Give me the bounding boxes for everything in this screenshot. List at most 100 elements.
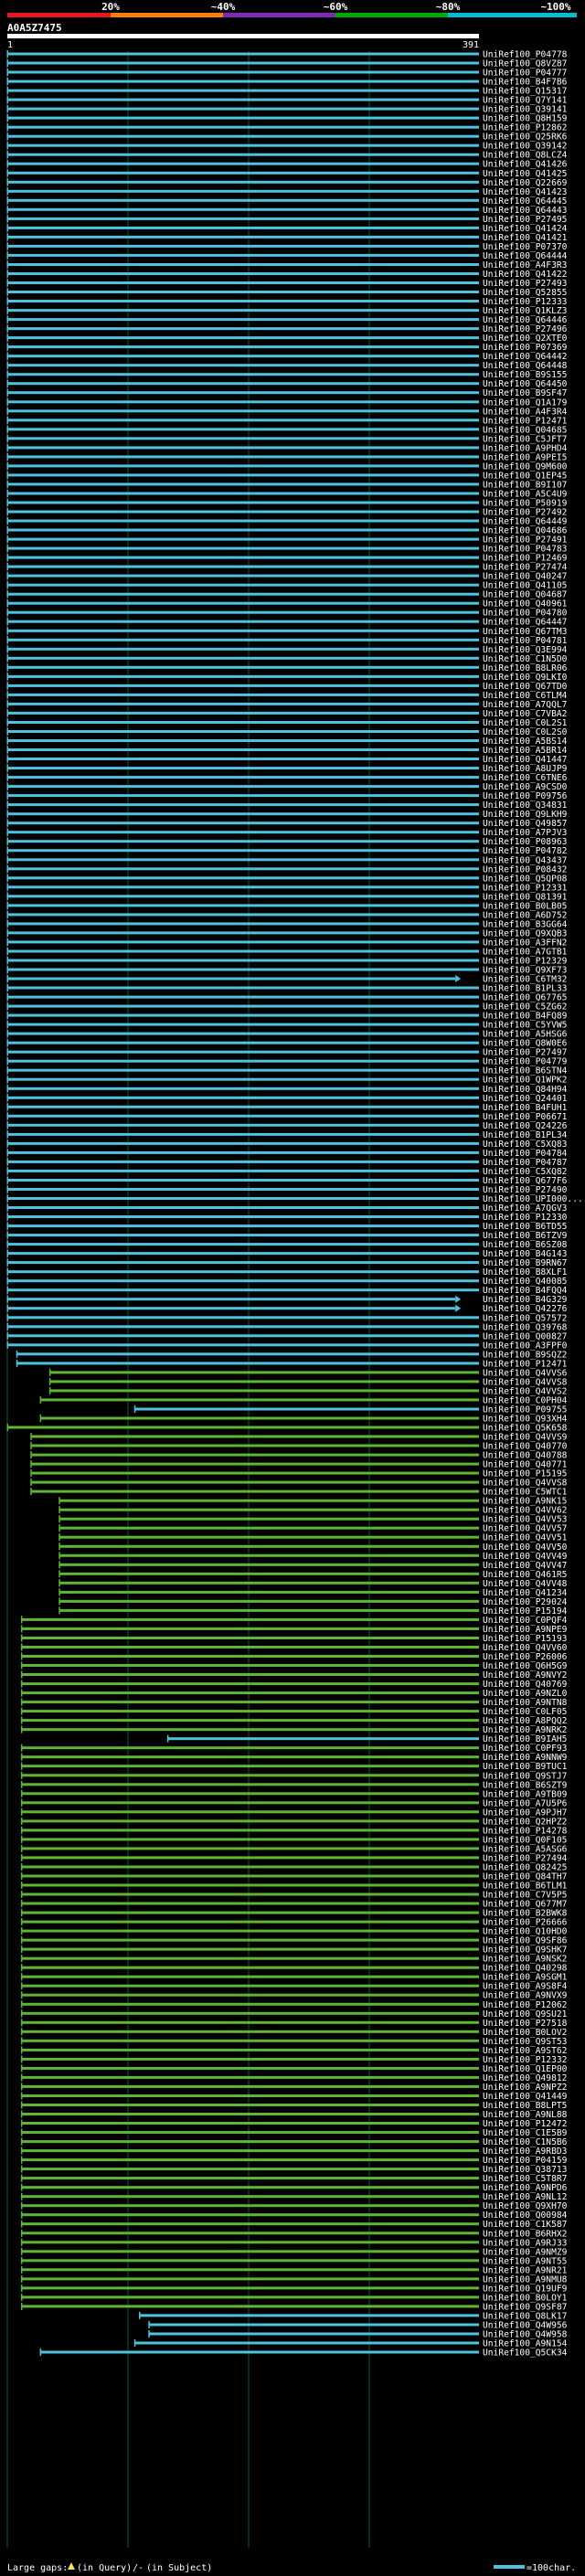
hit-label[interactable]: UniRef100_B4G143 xyxy=(483,1249,568,1259)
hit-bar[interactable] xyxy=(7,739,479,742)
hit-label[interactable]: UniRef100_Q9XQB3 xyxy=(483,928,568,938)
hit-row[interactable]: UniRef100_A9NVY2 xyxy=(21,1670,567,1680)
hit-bar[interactable] xyxy=(21,1911,480,1914)
hit-bar[interactable] xyxy=(7,1206,479,1209)
hit-row[interactable]: UniRef100_P06671 xyxy=(6,1112,568,1122)
hit-bar[interactable] xyxy=(7,1141,479,1145)
hit-label[interactable]: UniRef100_A7QGV3 xyxy=(483,1203,568,1214)
hit-label[interactable]: UniRef100_Q40085 xyxy=(483,1277,567,1287)
hit-label[interactable]: UniRef100_Q40298 xyxy=(483,1964,568,1974)
hit-label[interactable]: UniRef100_P14278 xyxy=(483,1826,568,1836)
hit-label[interactable]: UniRef100_A9NL12 xyxy=(483,2192,567,2202)
hit-row[interactable]: UniRef100_P27495 xyxy=(6,215,568,225)
hit-bar[interactable] xyxy=(58,1535,480,1539)
hit-row[interactable]: UniRef100_C0PH04 xyxy=(39,1395,568,1405)
hit-bar[interactable] xyxy=(21,2204,480,2208)
hit-bar[interactable] xyxy=(21,1865,480,1869)
hit-label[interactable]: UniRef100_Q24226 xyxy=(483,1121,568,1131)
hit-row[interactable]: UniRef100_Q1EP00 xyxy=(21,2064,568,2074)
hit-bar[interactable] xyxy=(7,1188,479,1191)
hit-row[interactable]: UniRef100_Q4VVS9 xyxy=(30,1433,568,1443)
hit-label[interactable]: UniRef100_P12062 xyxy=(483,2000,567,2010)
hit-label[interactable]: UniRef100_B6SZ08 xyxy=(483,1240,568,1250)
hit-label[interactable]: UniRef100_B0LOV2 xyxy=(483,2028,567,2038)
hit-row[interactable]: UniRef100_C6TNE6 xyxy=(6,773,568,783)
hit-bar[interactable] xyxy=(21,1627,480,1630)
hit-label[interactable]: UniRef100_Q4VVS6 xyxy=(483,1368,568,1378)
hit-bar[interactable] xyxy=(7,684,479,687)
hit-bar[interactable] xyxy=(21,2295,480,2299)
hit-row[interactable]: UniRef100_C1N5D0 xyxy=(6,654,568,664)
hit-label[interactable]: UniRef100_B9IAH5 xyxy=(483,1734,567,1744)
hit-row[interactable]: UniRef100_Q39768 xyxy=(6,1322,568,1332)
hit-label[interactable]: UniRef100_Q64444 xyxy=(483,251,568,261)
hit-bar[interactable] xyxy=(148,2323,480,2327)
hit-label[interactable]: UniRef100_B8XLF1 xyxy=(483,1267,568,1277)
hit-label[interactable]: UniRef100_Q5K658 xyxy=(483,1424,568,1434)
hit-label[interactable]: UniRef100_Q1EP45 xyxy=(483,471,567,481)
hit-label[interactable]: UniRef100_Q6H5G9 xyxy=(483,1661,568,1671)
hit-label[interactable]: UniRef100_A9NSK2 xyxy=(483,1955,567,1965)
hit-label[interactable]: UniRef100_Q4VV60 xyxy=(483,1643,568,1653)
hit-label[interactable]: UniRef100_P04781 xyxy=(483,636,568,646)
hit-bar[interactable] xyxy=(7,1243,479,1246)
hit-row[interactable]: UniRef100_A9NPD6 xyxy=(21,2183,568,2193)
hit-row[interactable]: UniRef100_Q24226 xyxy=(6,1121,568,1131)
hit-row[interactable]: UniRef100_Q4W958 xyxy=(148,2330,568,2340)
hit-bar[interactable] xyxy=(7,1169,479,1172)
hit-bar[interactable] xyxy=(7,217,479,220)
hit-label[interactable]: UniRef100_Q5QP08 xyxy=(483,874,568,884)
hit-row[interactable]: UniRef100_Q8W0E6 xyxy=(6,1039,568,1049)
hit-bar[interactable] xyxy=(7,207,479,211)
hit-row[interactable]: UniRef100_B6TLM1 xyxy=(21,1882,568,1892)
hit-row[interactable]: UniRef100_C5WTC1 xyxy=(30,1488,568,1498)
hit-bar[interactable] xyxy=(21,1856,480,1860)
hit-label[interactable]: UniRef100_A9PHD4 xyxy=(483,443,568,453)
hit-label[interactable]: UniRef100_Q39768 xyxy=(483,1322,568,1332)
hit-bar[interactable] xyxy=(7,1114,479,1118)
hit-bar[interactable] xyxy=(21,2149,480,2153)
hit-row[interactable]: UniRef100_Q4VVS8 xyxy=(48,1377,568,1387)
hit-bar[interactable] xyxy=(21,2011,480,2015)
hit-row[interactable]: UniRef100_Q4W956 xyxy=(148,2321,568,2331)
hit-bar[interactable] xyxy=(7,52,479,56)
hit-row[interactable]: UniRef100_B4F7B6 xyxy=(6,78,568,88)
hit-bar[interactable] xyxy=(21,2222,480,2226)
hit-label[interactable]: UniRef100_Q8LK17 xyxy=(483,2311,568,2321)
hit-row[interactable]: UniRef100_Q41449 xyxy=(21,2092,568,2102)
hit-bar[interactable] xyxy=(7,610,479,614)
hit-label[interactable]: UniRef100_Q57572 xyxy=(483,1313,567,1323)
hit-row[interactable]: UniRef100_P27474 xyxy=(6,563,568,573)
hit-row[interactable]: UniRef100_B9IAH5 xyxy=(166,1734,568,1744)
hit-bar[interactable] xyxy=(21,1719,480,1723)
hit-label[interactable]: UniRef100_Q64442 xyxy=(483,352,567,362)
hit-bar[interactable] xyxy=(7,565,479,568)
hit-row[interactable]: UniRef100_A7GTB1 xyxy=(6,948,568,958)
hit-row[interactable]: UniRef100_P04778 xyxy=(6,50,568,60)
hit-row[interactable]: UniRef100_Q9XQB3 xyxy=(6,928,568,938)
hit-row[interactable]: UniRef100_Q5QP08 xyxy=(6,874,568,884)
hit-bar[interactable] xyxy=(7,510,479,514)
hit-bar[interactable] xyxy=(7,638,479,641)
hit-bar[interactable] xyxy=(7,748,479,751)
hit-row[interactable]: UniRef100_Q24401 xyxy=(6,1094,568,1104)
hit-row[interactable]: UniRef100_A9NNW9 xyxy=(21,1753,568,1763)
hit-label[interactable]: UniRef100_A9S8F4 xyxy=(483,1982,568,1992)
hit-row[interactable]: UniRef100_A8UJP9 xyxy=(6,764,568,774)
hit-row[interactable]: UniRef100_Q41105 xyxy=(6,581,568,591)
hit-label[interactable]: UniRef100_A9NR21 xyxy=(483,2265,568,2275)
hit-bar[interactable] xyxy=(7,272,479,275)
hit-bar[interactable] xyxy=(7,1004,479,1008)
hit-row[interactable]: UniRef100_Q4VV57 xyxy=(58,1524,568,1534)
hit-bar[interactable] xyxy=(7,153,479,156)
hit-bar[interactable] xyxy=(7,949,479,953)
hit-row[interactable]: UniRef100_B0LOY1 xyxy=(21,2293,568,2303)
hit-row[interactable]: UniRef100_Q9XH70 xyxy=(21,2201,568,2211)
hit-label[interactable]: UniRef100_Q64446 xyxy=(483,315,568,325)
hit-label[interactable]: UniRef100_A5BS14 xyxy=(483,737,568,747)
hit-label[interactable]: UniRef100_Q41425 xyxy=(483,169,567,179)
hit-row[interactable]: UniRef100_Q10HD0 xyxy=(21,1927,568,1937)
hit-label[interactable]: UniRef100_P29024 xyxy=(483,1597,568,1607)
hit-label[interactable]: UniRef100_Q3E994 xyxy=(483,645,568,655)
hit-row[interactable]: UniRef100_Q67TD0 xyxy=(6,682,568,692)
